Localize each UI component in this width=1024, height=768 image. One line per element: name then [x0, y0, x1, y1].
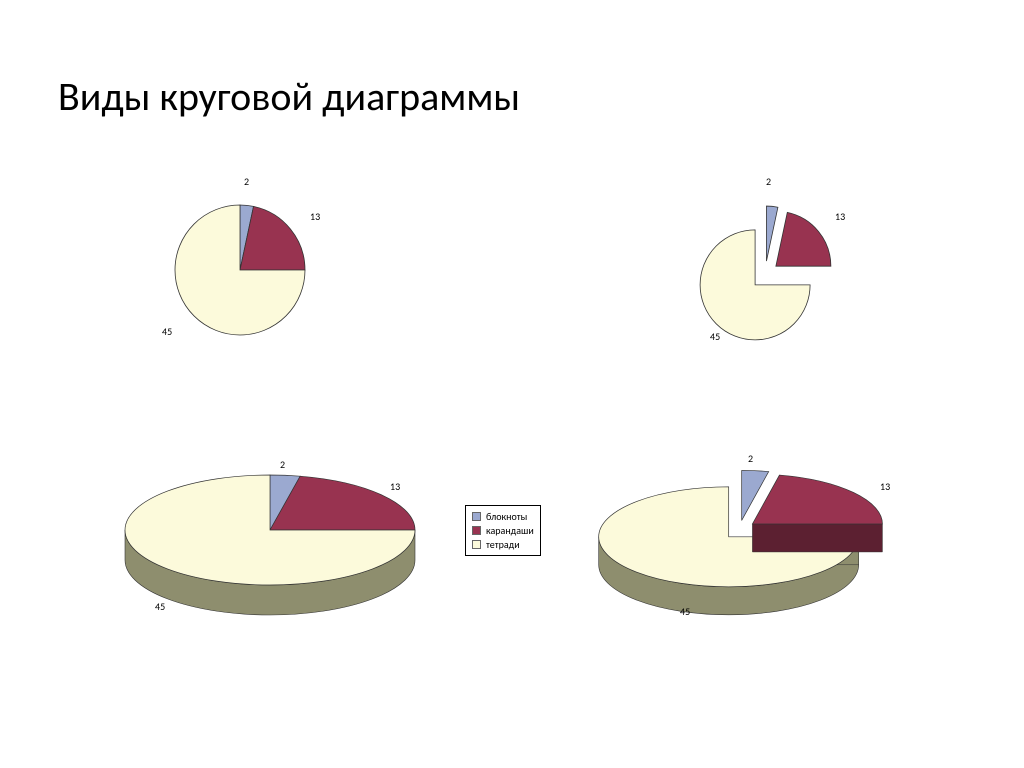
value-label-2: 2 [748, 452, 753, 465]
pie-3d-flat-svg [100, 450, 440, 650]
value-label-2: 2 [766, 175, 771, 188]
value-label-45: 45 [680, 605, 690, 618]
value-label-45: 45 [162, 325, 172, 338]
legend-label: карандаши [486, 524, 534, 537]
page-title: Виды круговой диаграммы [58, 72, 520, 121]
legend-item: тетради [472, 538, 534, 551]
value-label-2: 2 [280, 458, 285, 471]
pie-3d-exploded: 2 13 45 [580, 450, 920, 655]
pie-2d-exploded: 2 13 45 [670, 180, 870, 385]
value-label-45: 45 [710, 330, 720, 343]
legend-item: блокноты [472, 510, 534, 523]
value-label-45: 45 [155, 600, 165, 613]
legend-item: карандаши [472, 524, 534, 537]
pie-2d-flat: 2 13 45 [140, 180, 340, 385]
value-label-2: 2 [244, 175, 249, 188]
value-label-13: 13 [310, 210, 320, 223]
pie-3d-exploded-svg [580, 450, 920, 650]
value-label-13: 13 [880, 480, 890, 493]
legend-swatch-bloknoty [472, 512, 481, 521]
legend-label: блокноты [486, 510, 527, 523]
value-label-13: 13 [390, 480, 400, 493]
legend-swatch-karandashi [472, 526, 481, 535]
chart-grid: 2 13 45 2 13 45 2 13 45 2 13 45 [0, 170, 1024, 730]
legend-label: тетради [486, 538, 520, 551]
value-label-13: 13 [835, 210, 845, 223]
pie-3d-flat: 2 13 45 [100, 450, 440, 655]
legend: блокноты карандаши тетради [465, 505, 541, 556]
legend-swatch-tetradi [472, 540, 481, 549]
